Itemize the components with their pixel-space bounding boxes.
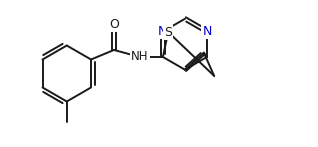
Text: O: O	[109, 18, 119, 31]
Text: N: N	[202, 25, 212, 38]
Text: S: S	[164, 26, 172, 39]
Text: NH: NH	[131, 50, 149, 64]
Text: NH: NH	[131, 50, 149, 64]
Text: N: N	[158, 25, 168, 38]
Text: O: O	[109, 18, 119, 31]
